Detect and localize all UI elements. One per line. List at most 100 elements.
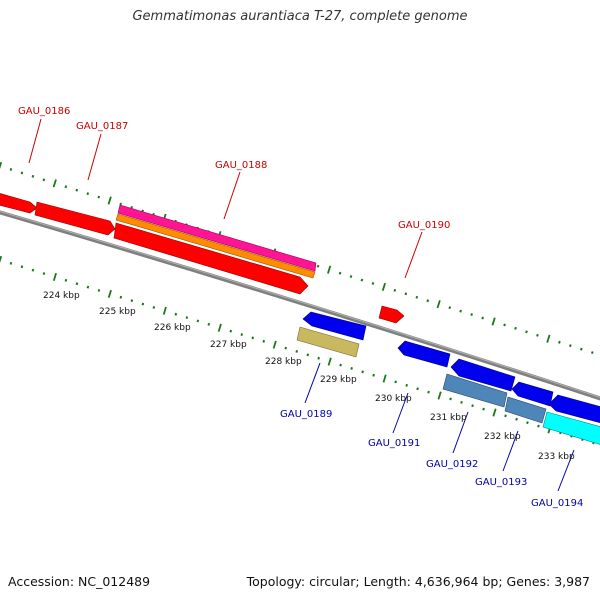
gene-label-gau-0186[interactable]: GAU_0186	[18, 106, 70, 117]
inner-tick-23	[251, 336, 255, 340]
inner-tick-44	[482, 407, 485, 411]
genome-backbone	[0, 210, 600, 401]
outer-tick-39	[426, 299, 430, 303]
gene-label-gau-0187[interactable]: GAU_0187	[76, 121, 128, 132]
gene-feature-gau-0192-a[interactable]	[450, 358, 516, 392]
inner-tick-37	[405, 383, 408, 387]
inner-tick-34	[372, 373, 375, 377]
inner-tick-13	[141, 302, 145, 306]
inner-tick-24	[262, 339, 266, 343]
inner-tick-16	[174, 312, 178, 316]
inner-tick-31	[339, 363, 342, 367]
inner-tick-33	[361, 370, 364, 374]
outer-tick-30	[327, 265, 332, 274]
gene-label-gau-0194[interactable]: GAU_0194	[531, 498, 583, 509]
inner-tick-38	[416, 387, 419, 391]
gene-feature-gau-0190[interactable]	[378, 305, 405, 324]
inner-tick-21	[229, 329, 233, 333]
inner-tick-10	[107, 289, 112, 298]
gene-feature-group-forward	[0, 192, 405, 324]
gene-feature-gau-0187[interactable]	[34, 201, 116, 236]
outer-tick-7	[75, 188, 79, 192]
gene-feature-gau-0194-b[interactable]	[542, 411, 600, 446]
scale-label-231kbp: 231 kbp	[430, 413, 467, 423]
outer-tick-3	[31, 174, 35, 178]
outer-tick-36	[393, 288, 397, 292]
scale-label-232kbp: 232 kbp	[484, 432, 521, 442]
inner-tick-22	[240, 333, 244, 336]
gene-feature-gau-0186[interactable]	[0, 192, 38, 214]
outer-tick-33	[360, 278, 364, 282]
outer-tick-42	[459, 309, 462, 313]
inner-tick-42	[460, 400, 463, 404]
inner-tick-32	[350, 367, 353, 370]
gene-label-gau-0190[interactable]: GAU_0190	[398, 220, 450, 231]
scale-label-233kbp: 233 kbp	[538, 452, 575, 462]
inner-tick-6	[64, 278, 68, 282]
outer-tick-4	[42, 178, 46, 182]
gene-feature-gau-0193-b[interactable]	[504, 396, 547, 424]
scale-label-224kbp: 224 kbp	[43, 291, 80, 301]
gene-feature-gau-0189-a[interactable]	[302, 311, 367, 341]
inner-tick-12	[130, 299, 134, 303]
gene-feature-gau-0188-b[interactable]	[115, 213, 316, 279]
inner-tick-4	[42, 272, 46, 275]
gene-feature-gau-0189-b[interactable]	[296, 326, 360, 358]
inner-tick-8	[86, 285, 90, 289]
inner-tick-49	[537, 424, 540, 428]
outer-tick-45	[491, 317, 496, 326]
inner-tick-39	[427, 390, 430, 394]
outer-tick-6	[64, 185, 68, 189]
outer-tick-44	[481, 316, 484, 320]
inner-tick-19	[207, 322, 211, 326]
scale-label-225kbp: 225 kbp	[99, 307, 136, 317]
outer-tick-54	[590, 351, 594, 355]
inner-tick-29	[317, 356, 320, 360]
inner-tick-15	[162, 306, 167, 315]
gene-label-gau-0188[interactable]: GAU_0188	[215, 160, 267, 171]
gene-label-gau-0189[interactable]: GAU_0189	[280, 409, 332, 420]
outer-tick-52	[569, 344, 572, 348]
inner-tick-26	[284, 346, 288, 350]
inner-tick-41	[449, 397, 452, 401]
scale-label-227kbp: 227 kbp	[210, 340, 247, 350]
outer-tick-40	[436, 300, 441, 309]
inner-tick-47	[515, 417, 518, 421]
outer-tick-35	[381, 282, 386, 291]
outer-tick-38	[415, 295, 419, 299]
scale-label-228kbp: 228 kbp	[265, 357, 302, 367]
gene-feature-group-reverse	[296, 311, 600, 446]
inner-tick-18	[196, 319, 200, 323]
scale-label-230kbp: 230 kbp	[375, 394, 412, 404]
inner-tick-5	[52, 272, 57, 282]
outer-tick-32	[349, 275, 353, 279]
gene-feature-gau-0188-a[interactable]	[117, 204, 317, 272]
gene-feature-gau-0192-b[interactable]	[442, 373, 508, 408]
gene-feature-gau-0193-a[interactable]	[511, 381, 554, 407]
outer-tick-47	[514, 326, 517, 330]
outer-tick-41	[448, 306, 452, 310]
gene-label-gau-0193[interactable]: GAU_0193	[475, 477, 527, 488]
outer-tick-2	[20, 171, 24, 175]
outer-tick-37	[404, 292, 408, 296]
inner-tick-7	[75, 282, 79, 286]
gene-feature-gau-0194-a[interactable]	[548, 394, 600, 424]
outer-tick-8	[86, 192, 90, 196]
outer-tick-9	[97, 195, 101, 199]
inner-tick-48	[526, 421, 529, 425]
inner-tick-11	[119, 295, 123, 299]
gene-label-gau-0191[interactable]: GAU_0191	[368, 438, 420, 449]
scale-label-226kbp: 226 kbp	[154, 323, 191, 333]
outer-tick-0	[0, 161, 3, 169]
inner-tick-20	[217, 323, 222, 332]
topology-text: Topology: circular; Length: 4,636,964 bp…	[246, 574, 590, 589]
gene-feature-gau-0191[interactable]	[397, 340, 451, 368]
gene-feature-gau-0188-c[interactable]	[113, 222, 309, 295]
map-title: Gemmatimonas aurantiaca T-27, complete g…	[132, 9, 468, 24]
outer-tick-46	[503, 323, 506, 327]
inner-tick-46	[504, 414, 507, 418]
outer-tick-43	[470, 313, 473, 316]
gene-label-gau-0192[interactable]: GAU_0192	[426, 459, 478, 470]
outer-tick-49	[536, 333, 539, 337]
